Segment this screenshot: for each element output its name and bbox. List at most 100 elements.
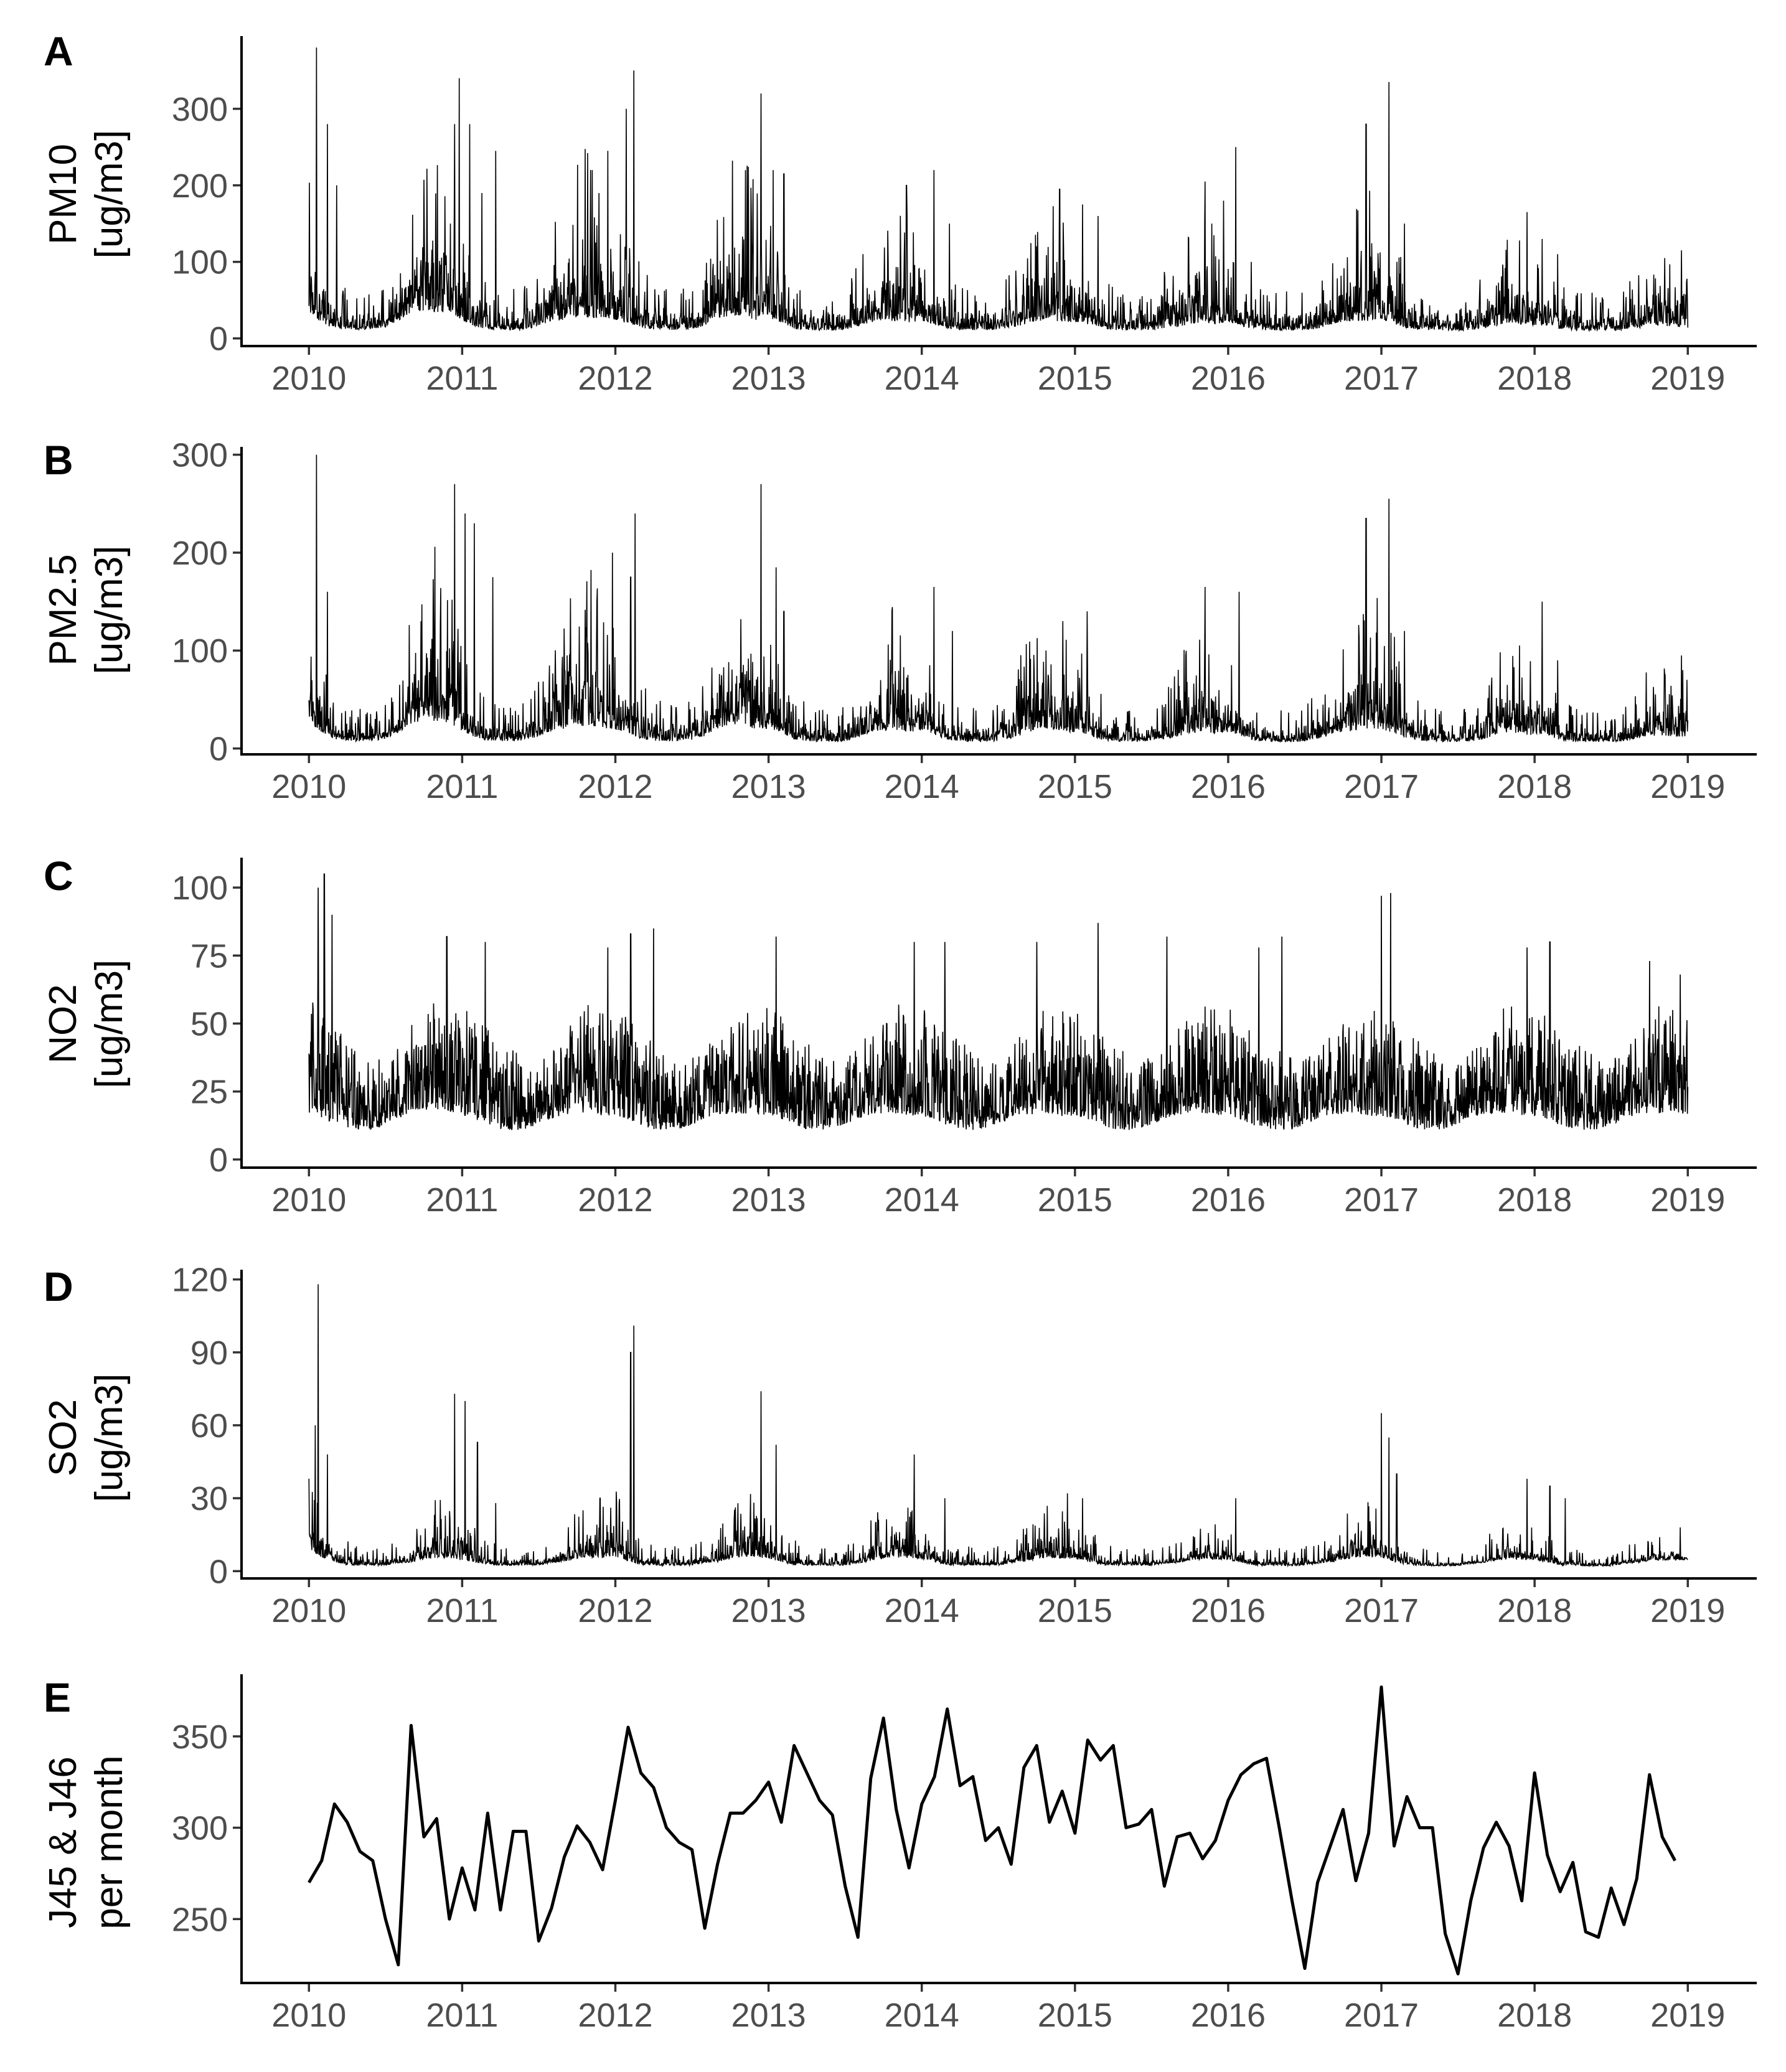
x-tick-label: 2010 <box>271 360 346 397</box>
series-line-b <box>308 454 1689 743</box>
y-tick-label: 350 <box>172 1718 228 1756</box>
x-axis-ticks-a: 2010 2011 2012 2013 2014 2015 2016 2017 2018 2019 <box>271 346 1725 397</box>
x-tick-label: 2012 <box>578 1997 652 2034</box>
x-axis-ticks-b: 2010 2011 2012 2013 2014 2015 2016 2017 2018 2019 <box>271 754 1725 805</box>
x-axis-ticks-c: 2010 2011 2012 2013 2014 2015 2016 2017 2018 2019 <box>271 1168 1725 1219</box>
y-axis-ticks-b: 0 100 200 300 <box>172 437 242 768</box>
y-tick-label: 200 <box>172 167 228 205</box>
x-tick-label: 2011 <box>426 1592 498 1629</box>
x-tick-label: 2013 <box>731 768 806 805</box>
x-tick-label: 2015 <box>1038 1997 1112 2034</box>
x-tick-label: 2014 <box>885 1592 959 1629</box>
x-tick-label: 2015 <box>1038 1592 1112 1629</box>
y-axis-title-c-line2: [ug/m3] <box>88 960 131 1089</box>
panel-b: B PM2.5 [ug/m3] 0 100 200 300 2010 2011 2012 2… <box>42 437 1757 805</box>
panel-label-b: B <box>44 437 73 483</box>
y-tick-label: 0 <box>209 1553 228 1590</box>
panel-label-e: E <box>44 1674 71 1720</box>
x-tick-label: 2012 <box>578 1592 652 1629</box>
y-axis-title-e-line2: per month <box>88 1755 131 1929</box>
y-tick-label: 100 <box>172 870 228 907</box>
x-tick-label: 2018 <box>1497 1592 1572 1629</box>
x-tick-label: 2014 <box>885 1997 959 2034</box>
y-tick-label: 90 <box>190 1334 228 1372</box>
panel-label-a: A <box>44 28 73 74</box>
y-axis-title-b-line1: PM2.5 <box>42 554 85 665</box>
x-tick-label: 2010 <box>271 768 346 805</box>
y-axis-title-a-line2: [ug/m3] <box>88 130 131 259</box>
x-tick-label: 2013 <box>731 1181 806 1219</box>
y-axis-ticks-c: 0 25 50 75 100 <box>172 870 242 1179</box>
x-tick-label: 2019 <box>1650 1181 1725 1219</box>
y-tick-label: 60 <box>190 1407 228 1445</box>
x-axis-ticks-d: 2010 2011 2012 2013 2014 2015 2016 2017 2018 2019 <box>271 1578 1725 1629</box>
x-tick-label: 2017 <box>1344 360 1419 397</box>
series-line-e <box>308 1685 1676 1976</box>
y-axis-title-d-line1: SO2 <box>42 1399 85 1476</box>
x-tick-label: 2010 <box>271 1592 346 1629</box>
x-tick-label: 2014 <box>885 1181 959 1219</box>
x-tick-label: 2018 <box>1497 1997 1572 2034</box>
y-tick-label: 300 <box>172 437 228 474</box>
y-tick-label: 25 <box>190 1074 228 1111</box>
panel-label-c: C <box>44 853 73 899</box>
x-tick-label: 2018 <box>1497 360 1572 397</box>
x-tick-label: 2017 <box>1344 1592 1419 1629</box>
x-tick-label: 2017 <box>1344 1181 1419 1219</box>
y-axis-ticks-d: 0 30 60 90 120 <box>172 1262 242 1590</box>
x-tick-label: 2019 <box>1650 1592 1725 1629</box>
series-line-d <box>308 1284 1688 1568</box>
y-tick-label: 100 <box>172 244 228 281</box>
x-tick-label: 2014 <box>885 360 959 397</box>
x-tick-label: 2011 <box>426 1997 498 2034</box>
x-tick-label: 2013 <box>731 1997 806 2034</box>
x-tick-label: 2013 <box>731 1592 806 1629</box>
y-tick-label: 200 <box>172 535 228 572</box>
y-axis-ticks-e: 250 300 350 <box>172 1718 242 1938</box>
y-tick-label: 100 <box>172 632 228 670</box>
y-axis-title-e-line1: J45 & J46 <box>42 1756 85 1928</box>
series-line-c <box>308 873 1689 1130</box>
y-tick-label: 0 <box>209 731 228 768</box>
panel-label-d: D <box>44 1263 73 1310</box>
y-tick-label: 0 <box>209 1141 228 1179</box>
x-tick-label: 2016 <box>1191 768 1266 805</box>
x-tick-label: 2016 <box>1191 360 1266 397</box>
x-tick-label: 2015 <box>1038 768 1112 805</box>
x-tick-label: 2018 <box>1497 1181 1572 1219</box>
x-tick-label: 2010 <box>271 1181 346 1219</box>
x-tick-label: 2015 <box>1038 1181 1112 1219</box>
x-tick-label: 2010 <box>271 1997 346 2034</box>
x-tick-label: 2014 <box>885 768 959 805</box>
y-axis-title-b-line2: [ug/m3] <box>88 546 131 675</box>
x-tick-label: 2015 <box>1038 360 1112 397</box>
x-tick-label: 2012 <box>578 768 652 805</box>
x-tick-label: 2018 <box>1497 768 1572 805</box>
series-line-a <box>308 47 1689 332</box>
panel-e: E J45 & J46 per month 250 300 350 2010 2011… <box>42 1674 1757 2034</box>
x-tick-label: 2019 <box>1650 360 1725 397</box>
x-tick-label: 2011 <box>426 768 498 805</box>
x-tick-label: 2012 <box>578 1181 652 1219</box>
y-tick-label: 0 <box>209 321 228 358</box>
y-tick-label: 75 <box>190 937 228 975</box>
x-tick-label: 2019 <box>1650 1997 1725 2034</box>
y-tick-label: 300 <box>172 1810 228 1847</box>
y-tick-label: 50 <box>190 1005 228 1043</box>
y-tick-label: 300 <box>172 91 228 128</box>
y-tick-label: 250 <box>172 1901 228 1938</box>
x-tick-label: 2016 <box>1191 1181 1266 1219</box>
y-axis-title-c-line1: NO2 <box>42 984 85 1063</box>
x-tick-label: 2013 <box>731 360 806 397</box>
x-tick-label: 2012 <box>578 360 652 397</box>
y-axis-title-d-line2: [ug/m3] <box>88 1374 131 1502</box>
x-tick-label: 2017 <box>1344 768 1419 805</box>
x-tick-label: 2011 <box>426 360 498 397</box>
x-tick-label: 2016 <box>1191 1592 1266 1629</box>
y-tick-label: 120 <box>172 1262 228 1299</box>
x-tick-label: 2016 <box>1191 1997 1266 2034</box>
